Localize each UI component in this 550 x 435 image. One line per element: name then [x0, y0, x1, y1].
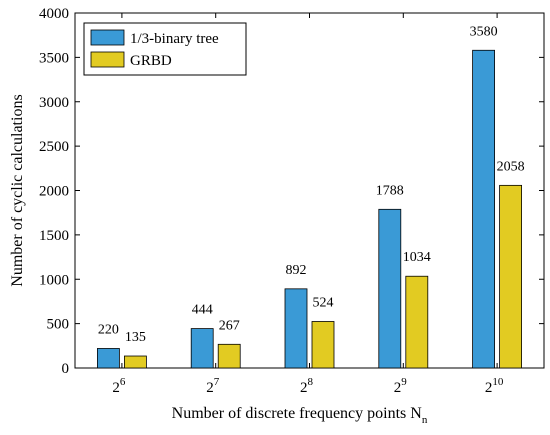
legend-swatch-binary-tree	[90, 29, 125, 46]
bar	[97, 348, 120, 369]
bar-value-label: 135	[125, 330, 146, 345]
x-tick-label: 26	[112, 376, 126, 396]
y-tick-label: 4000	[39, 6, 69, 22]
bar	[284, 288, 308, 369]
bar	[472, 49, 496, 369]
y-tick-label: 2500	[39, 139, 69, 155]
bar-series-group	[97, 49, 523, 369]
bar-value-label: 220	[98, 322, 119, 337]
bar-value-label: 444	[192, 303, 213, 318]
bar-value-label: 1788	[376, 183, 404, 198]
bar	[378, 208, 402, 369]
bar-value-label: 2058	[497, 159, 525, 174]
x-tick-label: 29	[394, 376, 408, 396]
y-axis-title: Number of cyclic calculations	[9, 94, 26, 286]
x-axis: 26 27 28 29 210	[112, 13, 504, 396]
bar-value-label: 1034	[403, 250, 431, 265]
legend-swatch-grbd	[90, 51, 125, 68]
bar	[124, 355, 147, 369]
y-tick-label: 1500	[39, 228, 69, 244]
x-tick-label: 28	[300, 376, 314, 396]
y-tick-label: 0	[62, 361, 70, 377]
bar-value-label: 524	[313, 295, 334, 310]
y-tick-label: 1000	[39, 272, 69, 288]
bar	[405, 275, 429, 369]
bar	[190, 328, 214, 369]
bar	[311, 321, 335, 369]
data-labels: 220 135 444 267 892 524 1788 1034 3580 2058	[98, 24, 525, 345]
bar-value-label: 3580	[470, 24, 498, 39]
y-tick-label: 3500	[39, 50, 69, 66]
x-tick-label: 210	[485, 376, 504, 396]
legend-label-grbd: GRBD	[130, 53, 172, 69]
x-tick-label: 27	[206, 376, 220, 396]
bar	[217, 343, 241, 369]
y-tick-label: 2000	[39, 184, 69, 200]
bar-value-label: 892	[286, 263, 307, 278]
legend-label-binary-tree: 1/3-binary tree	[130, 31, 219, 47]
y-tick-label: 3000	[39, 95, 69, 111]
y-axis: 0 500 1000 1500 2000 2500 3000 3500 4000	[39, 6, 544, 377]
y-tick-label: 500	[47, 317, 70, 333]
x-axis-title: Number of discrete frequency points Nn	[172, 405, 428, 426]
bar-value-label: 267	[219, 318, 240, 333]
legend: 1/3-binary tree GRBD	[83, 22, 247, 76]
bar	[499, 184, 523, 369]
